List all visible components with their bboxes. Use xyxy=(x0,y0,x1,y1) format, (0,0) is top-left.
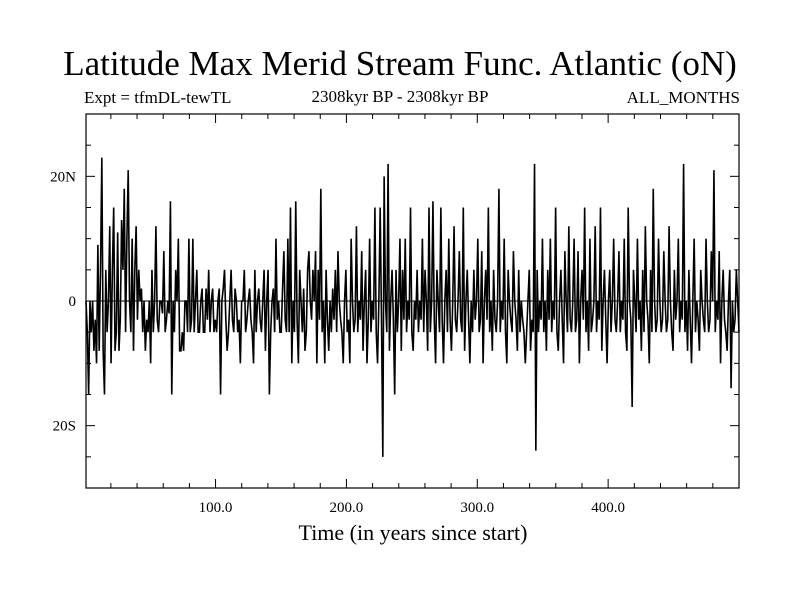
series-line-0 xyxy=(85,157,740,457)
x-tick-label: 200.0 xyxy=(330,500,364,516)
series-layer xyxy=(85,157,740,457)
x-tick-label: 300.0 xyxy=(460,500,494,516)
chart-subtitle: 2308kyr BP - 2308kyr BP xyxy=(311,87,489,106)
months-label: ALL_MONTHS xyxy=(626,88,740,107)
experiment-label: Expt = tfmDL-tewTL xyxy=(84,88,232,107)
y-tick-label: 20S xyxy=(53,419,76,435)
x-tick-label: 400.0 xyxy=(591,500,625,516)
y-tick-label: 20N xyxy=(50,169,76,185)
y-tick-label: 0 xyxy=(69,294,77,310)
axis-layer: 100.0 200.0 300.0 400.0 20N 0 20S xyxy=(50,113,740,516)
x-axis-label: Time (in years since start) xyxy=(299,520,528,545)
chart-title: Latitude Max Merid Stream Func. Atlantic… xyxy=(63,44,737,83)
x-tick-label: 100.0 xyxy=(199,500,233,516)
